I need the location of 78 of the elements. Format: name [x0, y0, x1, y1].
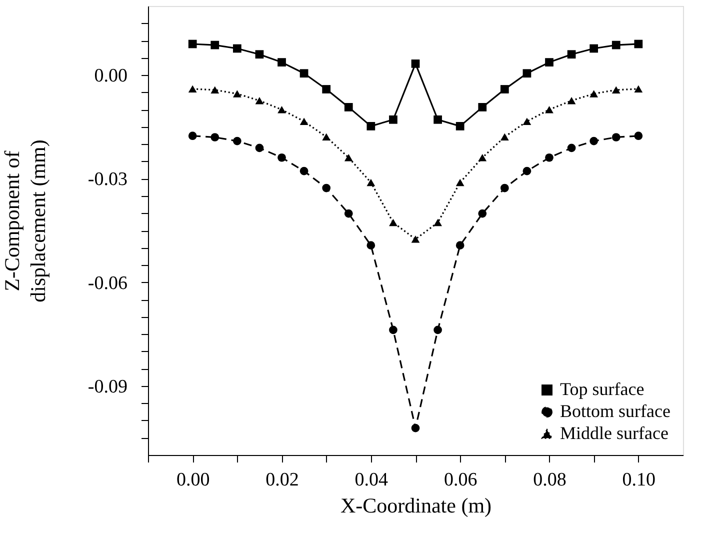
y-axis-title: Z-Component of displacement (mm) — [0, 140, 50, 302]
point — [366, 178, 376, 186]
point — [434, 218, 442, 226]
x-tick-label: 0.10 — [622, 470, 656, 490]
point — [612, 133, 620, 142]
point — [300, 69, 308, 78]
point — [232, 136, 242, 146]
point — [478, 154, 487, 162]
point — [545, 58, 554, 66]
point — [522, 166, 532, 176]
point — [344, 103, 353, 112]
point — [300, 166, 308, 176]
point — [590, 136, 598, 146]
point — [411, 236, 420, 243]
point — [411, 424, 420, 432]
x-axis-title: X-Coordinate (m) — [340, 494, 492, 518]
point — [434, 326, 442, 334]
point — [366, 122, 376, 130]
x-tick-label: 0.04 — [354, 470, 389, 490]
point — [232, 44, 242, 53]
point — [389, 115, 398, 124]
point — [232, 90, 242, 98]
point — [188, 85, 197, 93]
legend-label: Bottom surface — [560, 401, 670, 421]
point — [210, 133, 220, 142]
point — [612, 40, 620, 50]
legend-label: Middle surface — [560, 423, 668, 443]
point — [255, 50, 264, 59]
point — [300, 118, 308, 125]
y-tick-label: -0.09 — [88, 376, 128, 398]
point — [210, 40, 220, 50]
point — [567, 50, 576, 59]
point — [389, 218, 398, 226]
point — [344, 209, 353, 218]
point — [322, 133, 331, 141]
point — [434, 115, 442, 124]
point — [590, 90, 598, 98]
point — [612, 86, 620, 94]
point — [322, 85, 331, 94]
point — [278, 153, 286, 162]
x-tick-label: 0.06 — [444, 470, 478, 490]
point — [634, 132, 643, 140]
point — [188, 40, 197, 48]
point — [456, 122, 464, 130]
point — [567, 97, 576, 104]
point — [500, 184, 509, 192]
y-tick-label: -0.06 — [88, 272, 128, 294]
point — [278, 58, 286, 66]
point — [255, 144, 264, 152]
point — [322, 184, 331, 192]
point — [522, 118, 532, 125]
point — [278, 106, 286, 114]
point — [634, 85, 643, 93]
text: 0.00 — [176, 470, 210, 490]
x-tick-label: 0.02 — [266, 470, 299, 490]
y-tick-label: -0.03 — [88, 169, 128, 190]
legend-label: Top surface — [560, 379, 644, 399]
point — [634, 40, 643, 48]
point — [478, 209, 487, 218]
point — [522, 69, 532, 78]
point — [411, 59, 420, 68]
point — [389, 326, 398, 334]
point — [255, 97, 264, 104]
point — [188, 132, 197, 140]
point — [500, 133, 509, 141]
point — [590, 44, 598, 53]
point — [567, 144, 576, 152]
point — [545, 106, 554, 114]
x-tick-label: 0.08 — [533, 470, 566, 490]
point — [545, 153, 554, 162]
y-tick-label: 0.00 — [94, 66, 128, 87]
point — [344, 154, 353, 162]
point — [478, 103, 487, 112]
point — [210, 86, 220, 94]
point — [456, 178, 464, 186]
point — [366, 241, 376, 250]
point — [456, 241, 464, 250]
point — [500, 85, 509, 94]
